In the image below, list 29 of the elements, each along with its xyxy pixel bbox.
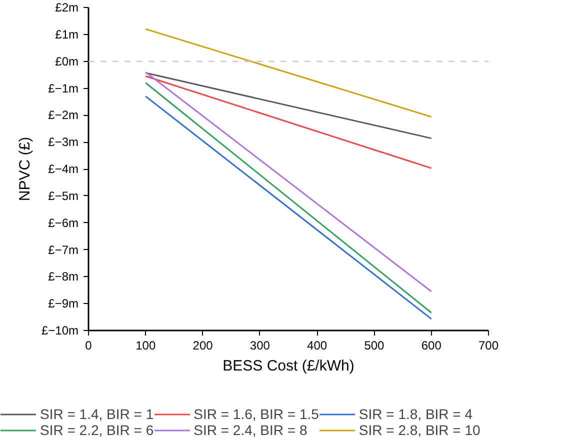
y-tick-label: £−4m [48, 162, 79, 176]
y-tick-label: £−2m [48, 108, 79, 122]
y-tick-label: £0m [55, 54, 79, 68]
y-tick-label: £1m [55, 27, 79, 42]
x-tick-label: 200 [192, 338, 214, 352]
x-tick-label: 500 [364, 338, 385, 352]
x-tick-label: 400 [307, 338, 328, 352]
legend-label: SIR = 1.4, BIR = 1 [40, 406, 154, 422]
y-axis-title: NPVC (£) [16, 136, 34, 202]
y-tick-label: £−3m [48, 135, 79, 150]
x-tick-label: 0 [85, 338, 92, 352]
x-tick-label: 600 [421, 338, 442, 352]
y-tick-label: £−7m [48, 242, 79, 257]
x-tick-label: 700 [478, 338, 499, 352]
x-tick-label: 300 [250, 338, 270, 352]
x-tick-label: 100 [136, 338, 156, 352]
legend-label: SIR = 2.8, BIR = 10 [358, 422, 480, 438]
y-tick-label: £−8m [48, 270, 79, 284]
legend-label: SIR = 1.6, BIR = 1.5 [194, 406, 319, 422]
legend-label: SIR = 1.8, BIR = 4 [358, 406, 473, 422]
y-tick-label: £2m [55, 0, 79, 14]
y-tick-label: £−1m [48, 81, 79, 96]
x-axis-title: BESS Cost (£/kWh) [222, 358, 354, 374]
y-tick-label: £−6m [48, 216, 79, 230]
y-tick-label: £−5m [48, 188, 79, 203]
legend-label: SIR = 2.4, BIR = 8 [194, 422, 308, 438]
legend-label: SIR = 2.2, BIR = 6 [40, 422, 154, 438]
y-tick-label: £−9m [48, 296, 79, 311]
y-tick-label: £−10m [41, 324, 79, 338]
